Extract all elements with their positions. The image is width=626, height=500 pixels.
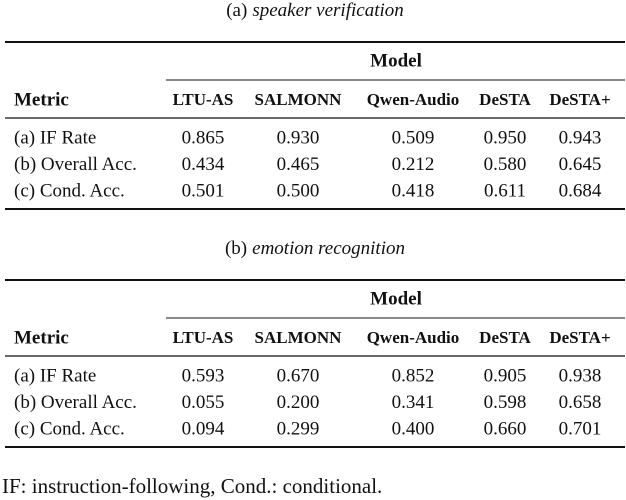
value-cell: 0.212: [392, 154, 435, 175]
value-cell: 0.094: [182, 418, 225, 439]
value-cell: 0.660: [484, 418, 527, 439]
metric-header: Metric: [14, 89, 69, 110]
column-header: SALMONN: [255, 328, 343, 347]
column-header: DeSTA: [479, 328, 531, 347]
column-header: SALMONN: [255, 90, 343, 109]
value-cell: 0.200: [277, 392, 320, 413]
metric-cell: (b) Overall Acc.: [14, 392, 137, 413]
value-cell: 0.509: [392, 127, 435, 148]
value-cell: 0.950: [484, 127, 527, 148]
value-cell: 0.645: [559, 154, 602, 175]
column-header: LTU-AS: [173, 90, 234, 109]
value-cell: 0.938: [559, 365, 602, 386]
value-cell: 0.434: [182, 154, 225, 175]
value-cell: 0.299: [277, 418, 320, 439]
value-cell: 0.943: [559, 127, 602, 148]
value-cell: 0.400: [392, 418, 435, 439]
column-header: DeSTA+: [549, 328, 610, 347]
metric-header: Metric: [14, 327, 69, 348]
caption-label: (a): [226, 0, 247, 21]
value-cell: 0.905: [484, 365, 527, 386]
value-cell: 0.465: [277, 154, 320, 175]
metric-cell: (c) Cond. Acc.: [14, 180, 125, 201]
metric-cell: (a) IF Rate: [14, 365, 96, 386]
group-header: Model: [370, 288, 422, 309]
metric-cell: (b) Overall Acc.: [14, 154, 137, 175]
value-cell: 0.598: [484, 392, 527, 413]
table-caption: (b) emotion recognition: [225, 238, 405, 259]
table-caption: (a) speaker verification: [226, 0, 404, 21]
group-header: Model: [370, 50, 422, 71]
column-header: Qwen-Audio: [367, 90, 460, 109]
caption-title: speaker verification: [252, 0, 403, 21]
column-header: Qwen-Audio: [367, 328, 460, 347]
footnote: IF: instruction-following, Cond.: condit…: [2, 474, 382, 498]
value-cell: 0.701: [559, 418, 602, 439]
column-header: DeSTA: [479, 90, 531, 109]
column-header: LTU-AS: [173, 328, 234, 347]
value-cell: 0.500: [277, 180, 320, 201]
value-cell: 0.670: [277, 365, 320, 386]
value-cell: 0.580: [484, 154, 527, 175]
value-cell: 0.055: [182, 392, 225, 413]
value-cell: 0.501: [182, 180, 225, 201]
value-cell: 0.865: [182, 127, 225, 148]
value-cell: 0.658: [559, 392, 602, 413]
value-cell: 0.341: [392, 392, 435, 413]
metric-cell: (a) IF Rate: [14, 127, 96, 148]
value-cell: 0.611: [484, 180, 526, 201]
value-cell: 0.930: [277, 127, 320, 148]
value-cell: 0.593: [182, 365, 225, 386]
caption-label: (b): [225, 238, 247, 259]
value-cell: 0.684: [559, 180, 602, 201]
value-cell: 0.852: [392, 365, 435, 386]
caption-title: emotion recognition: [252, 238, 405, 259]
value-cell: 0.418: [392, 180, 435, 201]
metric-cell: (c) Cond. Acc.: [14, 418, 125, 439]
column-header: DeSTA+: [549, 90, 610, 109]
